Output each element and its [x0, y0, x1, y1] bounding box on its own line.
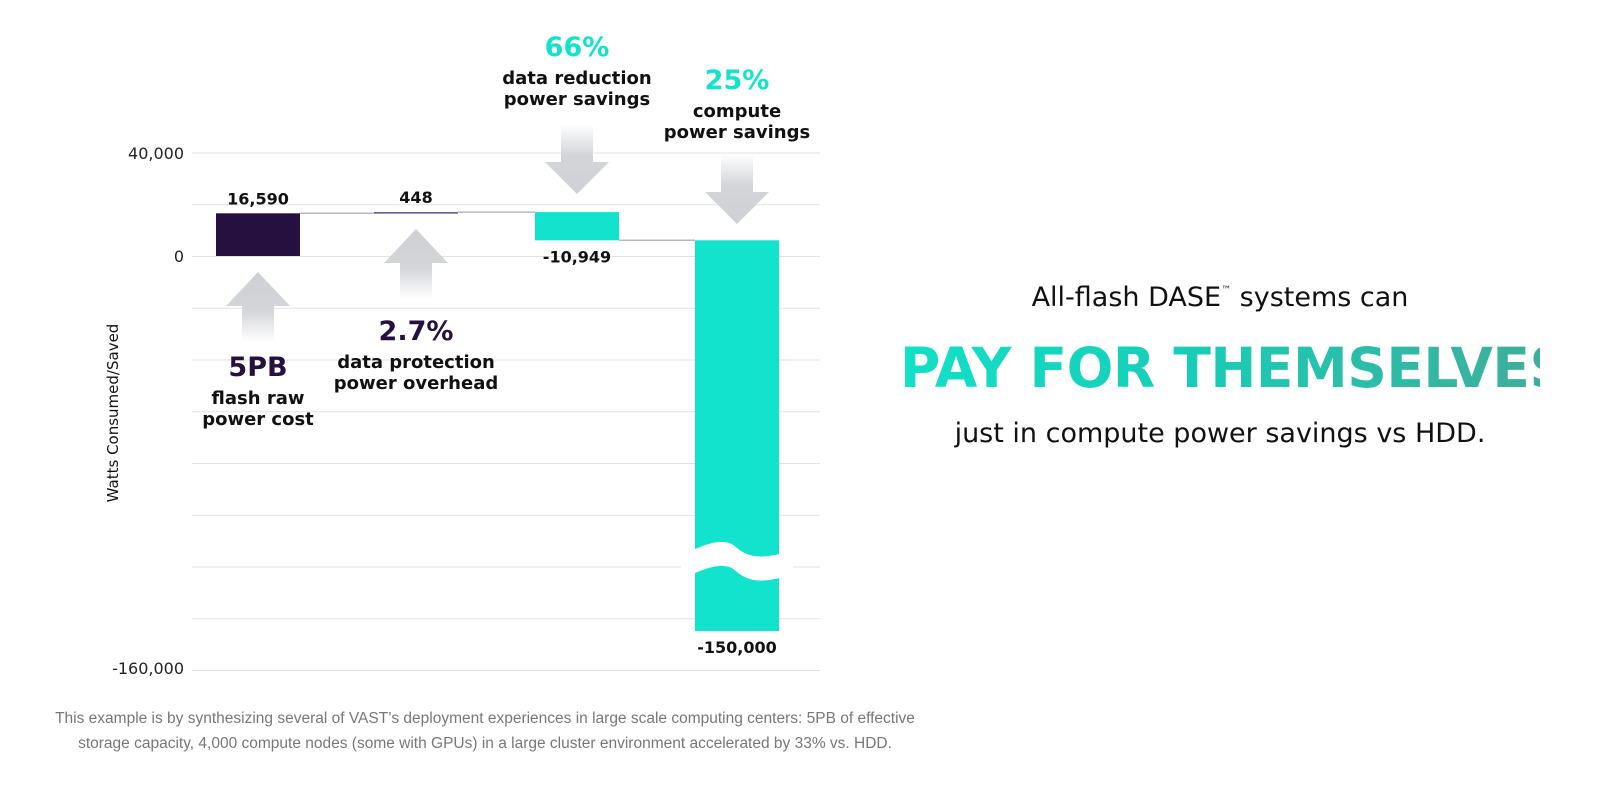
- y-tick-label: 0: [174, 247, 184, 266]
- down-arrow-icon: [705, 154, 769, 224]
- axis-break-icon: [681, 541, 793, 581]
- y-tick-label: -160,000: [112, 659, 184, 678]
- value-label-compute: -150,000: [697, 638, 777, 657]
- annotation-text: power cost: [202, 409, 314, 430]
- bar-protection: [374, 212, 458, 214]
- hero-lead: All-flash DASE™ systems can: [1031, 282, 1409, 313]
- annotation-value-flash: 5PB: [228, 352, 287, 383]
- annotation-value-compute: 25%: [705, 65, 770, 96]
- annotation-text: power savings: [504, 89, 650, 110]
- value-label-flash: 16,590: [227, 189, 289, 208]
- hero-title: PAY FOR THEMSELVES: [900, 336, 1569, 400]
- annotation-arrows: [226, 124, 769, 342]
- hero-subtitle: just in compute power savings vs HDD.: [954, 418, 1486, 449]
- connectors: [300, 211, 695, 242]
- y-axis: 40,000 0 -160,000: [112, 144, 184, 678]
- bar-reduction: [535, 212, 619, 241]
- bar-flash: [216, 213, 300, 256]
- footnote-line-1: This example is by synthesizing several …: [55, 710, 915, 727]
- annotation-text: data reduction: [502, 68, 651, 89]
- value-labels: 16,590 448 -10,949 -150,000: [227, 188, 777, 657]
- value-label-protection: 448: [399, 188, 432, 207]
- up-arrow-icon: [226, 272, 290, 342]
- annotation-text: data protection: [337, 352, 495, 373]
- bars: [216, 212, 793, 632]
- annotation-text: compute: [693, 101, 781, 122]
- annotation-value-protection: 2.7%: [379, 316, 454, 347]
- down-arrow-icon: [545, 124, 609, 194]
- y-axis-title: Watts Consumed/Saved: [104, 324, 122, 503]
- annotation-text: power overhead: [334, 373, 498, 394]
- annotation-value-reduction: 66%: [545, 32, 610, 63]
- footnote: This example is by synthesizing several …: [20, 706, 950, 756]
- waterfall-chart: 40,000 0 -160,000 Watts Consumed/Saved 16,…: [104, 32, 820, 678]
- annotation-text: power savings: [664, 122, 810, 143]
- y-tick-label: 40,000: [128, 144, 184, 163]
- footnote-line-2: storage capacity, 4,000 compute nodes (s…: [78, 735, 892, 752]
- annotation-text: flash raw: [212, 388, 305, 409]
- value-label-reduction: -10,949: [543, 247, 611, 266]
- up-arrow-icon: [384, 229, 448, 299]
